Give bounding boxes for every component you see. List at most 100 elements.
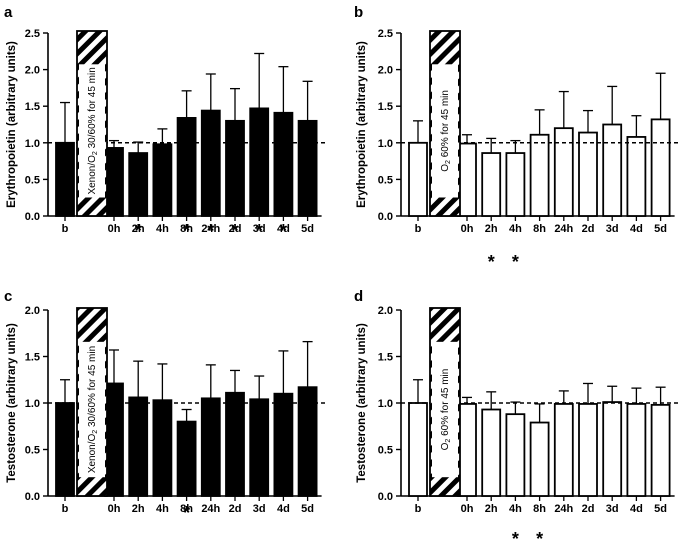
y-tick-label: 0.5	[25, 174, 40, 186]
y-axis-label: Erythropoietin (arbitrary units)	[356, 41, 368, 208]
bar-4h	[505, 413, 526, 497]
panel-b: b Erythropoietin (arbitrary units) 0.0 0.5 1…	[354, 4, 681, 272]
x-tick-label-3d: 3d	[606, 223, 619, 235]
bar-2d	[578, 131, 598, 217]
y-tick-label: 1.0	[25, 398, 40, 410]
y-tick-label: 0.0	[25, 211, 40, 223]
x-tick-label-5d: 5d	[654, 223, 667, 235]
y-tick-label: 0.0	[378, 491, 393, 503]
x-tick-label-0h: 0h	[461, 223, 474, 235]
bar-5d	[650, 118, 671, 217]
x-tick-label-4h: 4h	[156, 223, 169, 235]
significance-marker-4h: *	[512, 529, 519, 549]
x-tick-label-24h: 24h	[554, 223, 573, 235]
exposure-label: O2 60% for 45 min	[440, 90, 453, 172]
y-tick-label: 2.0	[25, 305, 40, 317]
x-tick-label-8h: 8h	[180, 223, 193, 235]
y-tick-label: 1.5	[378, 352, 393, 364]
bar-8h	[529, 133, 550, 217]
bar-4d	[273, 111, 294, 217]
x-tick-label-2h: 2h	[485, 503, 498, 515]
y-tick-label: 0.0	[25, 491, 40, 503]
exposure-label-strip	[79, 341, 105, 478]
y-tick-label: 1.5	[25, 101, 40, 113]
significance-marker-2h: *	[135, 221, 142, 241]
significance-marker-8h: *	[183, 221, 190, 241]
bar-4h	[152, 399, 173, 497]
x-tick-label-2d: 2d	[229, 503, 242, 515]
x-tick-label-baseline: b	[415, 503, 422, 515]
y-tick-label: 2.0	[378, 65, 393, 77]
bar-3d	[249, 107, 270, 217]
bar-2h	[481, 408, 502, 497]
x-tick-label-8h: 8h	[180, 503, 193, 515]
x-tick-label-3d: 3d	[606, 503, 619, 515]
significance-marker-3d: *	[256, 221, 263, 241]
x-tick-label-2h: 2h	[132, 223, 145, 235]
exposure-label: Xenon/O2 30/60% for 45 min	[87, 67, 100, 194]
bar-2d	[225, 119, 245, 217]
bar-4d	[626, 403, 647, 497]
significance-marker-8h: *	[183, 503, 190, 523]
y-tick-label: 2.0	[25, 65, 40, 77]
x-tick-label-4d: 4d	[277, 503, 290, 515]
exposure-label: O2 60% for 45 min	[440, 369, 453, 451]
bar-3d	[249, 398, 270, 497]
x-tick-label-24h: 24h	[201, 503, 220, 515]
bar-4h	[152, 143, 173, 217]
bar-baseline	[408, 402, 428, 497]
y-tick-label: 1.0	[378, 138, 393, 150]
x-tick-label-5d: 5d	[301, 223, 314, 235]
bar-8h	[529, 421, 550, 497]
panel-letter: a	[4, 4, 13, 21]
x-tick-label-4d: 4d	[277, 223, 290, 235]
bar-2h	[128, 152, 149, 217]
x-tick-label-baseline: b	[62, 503, 69, 515]
exposure-label-strip	[432, 341, 458, 478]
bar-2d	[225, 391, 245, 497]
x-tick-label-8h: 8h	[533, 503, 546, 515]
bar-2h	[481, 152, 502, 217]
panel-d: d Testosterone (arbitrary units) 0.0 0.5 1.0…	[354, 288, 681, 549]
bar-4d	[273, 392, 294, 497]
significance-marker-2d: *	[231, 221, 238, 241]
bar-baseline	[55, 402, 75, 497]
bar-5d	[650, 403, 671, 497]
x-tick-label-4h: 4h	[509, 223, 522, 235]
bar-4h	[505, 152, 526, 217]
x-tick-label-24h: 24h	[201, 223, 220, 235]
y-tick-label: 1.0	[378, 398, 393, 410]
exposure-label-strip	[79, 64, 105, 198]
exposure-label-strip	[432, 64, 458, 198]
x-tick-label-2d: 2d	[582, 223, 595, 235]
y-tick-label: 1.5	[25, 352, 40, 364]
x-tick-label-3d: 3d	[253, 223, 266, 235]
y-tick-label: 1.0	[25, 138, 40, 150]
x-tick-label-4h: 4h	[509, 503, 522, 515]
panel-letter: d	[354, 288, 363, 305]
x-tick-label-0h: 0h	[461, 503, 474, 515]
bar-24h	[200, 109, 221, 217]
x-tick-label-4d: 4d	[630, 503, 643, 515]
y-tick-label: 2.5	[25, 28, 40, 40]
panel-c: c Testosterone (arbitrary units) 0.0 0.5 1.0…	[4, 288, 328, 523]
bar-3d	[602, 123, 623, 217]
y-tick-label: 2.0	[378, 305, 393, 317]
x-tick-label-2h: 2h	[132, 503, 145, 515]
x-tick-label-0h: 0h	[108, 503, 121, 515]
x-tick-label-baseline: b	[415, 223, 422, 235]
bar-24h	[553, 403, 574, 497]
bar-baseline	[55, 141, 75, 217]
y-tick-label: 2.5	[378, 28, 393, 40]
bar-24h	[553, 127, 574, 217]
x-tick-label-24h: 24h	[554, 503, 573, 515]
y-axis-label: Erythropoietin (arbitrary units)	[6, 41, 18, 208]
panel-letter: b	[354, 4, 363, 21]
x-tick-label-5d: 5d	[654, 503, 667, 515]
x-tick-label-5d: 5d	[301, 503, 314, 515]
bar-8h	[176, 117, 197, 217]
significance-marker-24h: *	[207, 221, 214, 241]
x-tick-label-2d: 2d	[229, 223, 242, 235]
y-tick-label: 1.5	[378, 101, 393, 113]
significance-marker-2h: *	[488, 252, 495, 272]
